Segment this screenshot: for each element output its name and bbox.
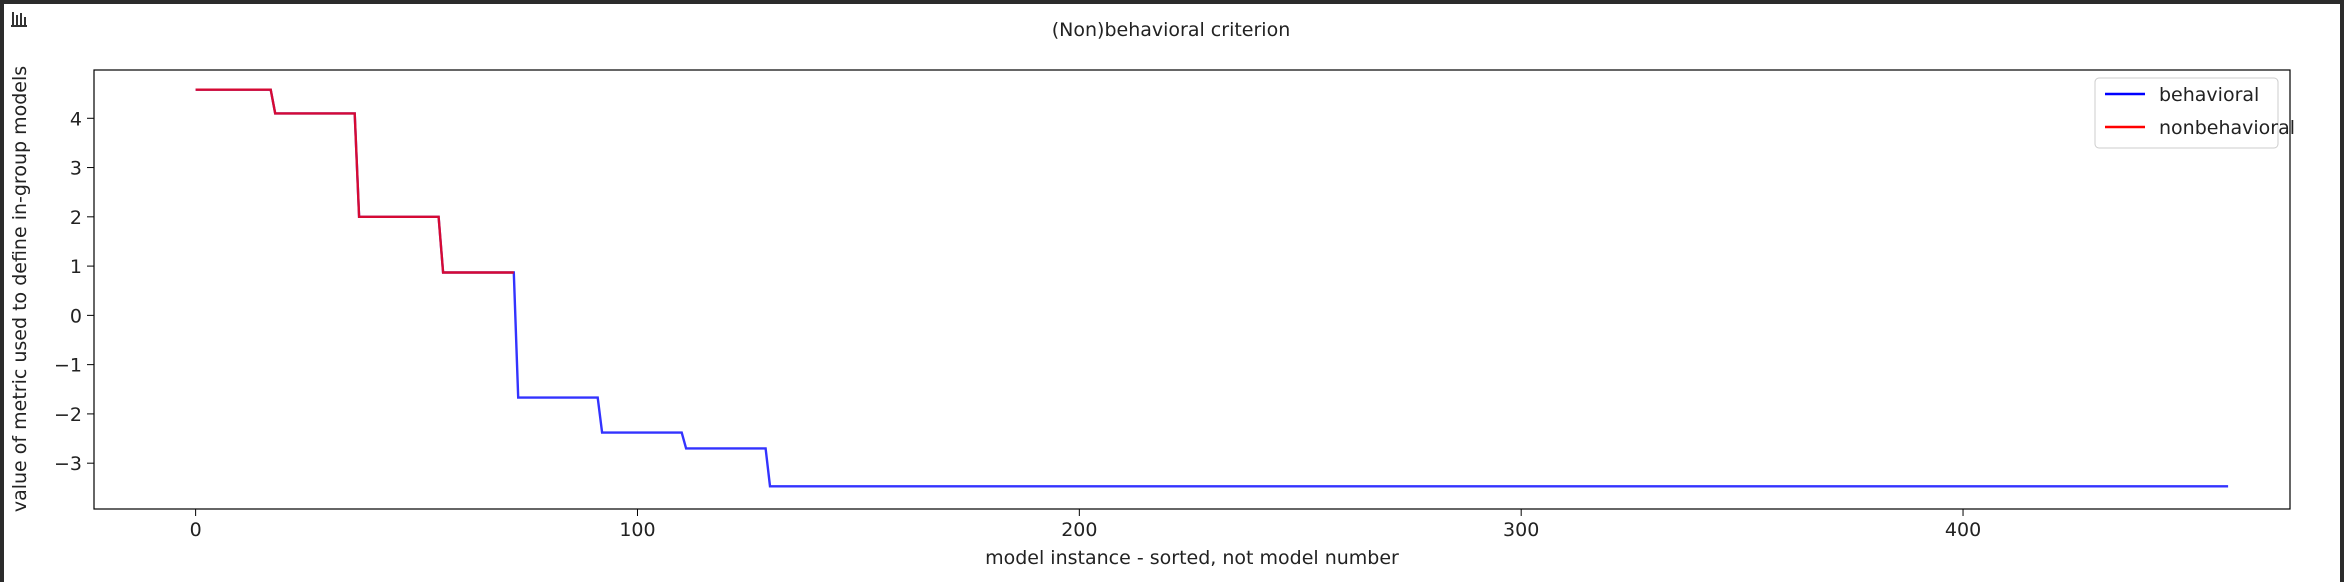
chart: (Non)behavioral criterion 0 100 200 300 400 … — [9, 12, 2295, 569]
legend-label-nonbehavioral: nonbehavioral — [2159, 117, 2295, 139]
y-tick-label: −1 — [54, 355, 82, 377]
x-tick-label: 200 — [1061, 519, 1097, 541]
x-axis-ticks: 0 100 200 300 400 — [190, 509, 1981, 541]
chart-title: (Non)behavioral criterion — [1052, 19, 1291, 41]
y-axis-ticks: −3 −2 −1 0 1 2 3 4 — [54, 108, 94, 475]
series-layer — [195, 88, 2229, 488]
y-tick-label: 2 — [70, 207, 82, 229]
y-tick-label: −2 — [54, 404, 82, 426]
x-axis-label: model instance - sorted, not model numbe… — [985, 547, 1399, 569]
y-tick-label: −3 — [54, 453, 82, 475]
x-tick-label: 0 — [190, 519, 202, 541]
series-line-nonbehavioral — [195, 88, 514, 274]
legend-box — [2094, 77, 2279, 149]
x-tick-label: 300 — [1503, 519, 1539, 541]
figure-frame: (Non)behavioral criterion 0 100 200 300 400 … — [4, 4, 2340, 582]
legend: behavioral nonbehavioral — [2094, 77, 2295, 149]
series-line-behavioral — [195, 88, 2229, 488]
y-tick-label: 3 — [70, 158, 82, 180]
x-tick-label: 400 — [1945, 519, 1981, 541]
bar-chart-icon[interactable] — [11, 12, 27, 27]
plot-area — [93, 69, 2291, 510]
y-tick-label: 0 — [70, 305, 82, 327]
x-tick-label: 100 — [619, 519, 655, 541]
y-tick-label: 4 — [70, 108, 82, 130]
legend-label-behavioral: behavioral — [2159, 84, 2259, 106]
y-axis-label: value of metric used to define in-group … — [9, 66, 31, 512]
y-tick-label: 1 — [70, 256, 82, 278]
